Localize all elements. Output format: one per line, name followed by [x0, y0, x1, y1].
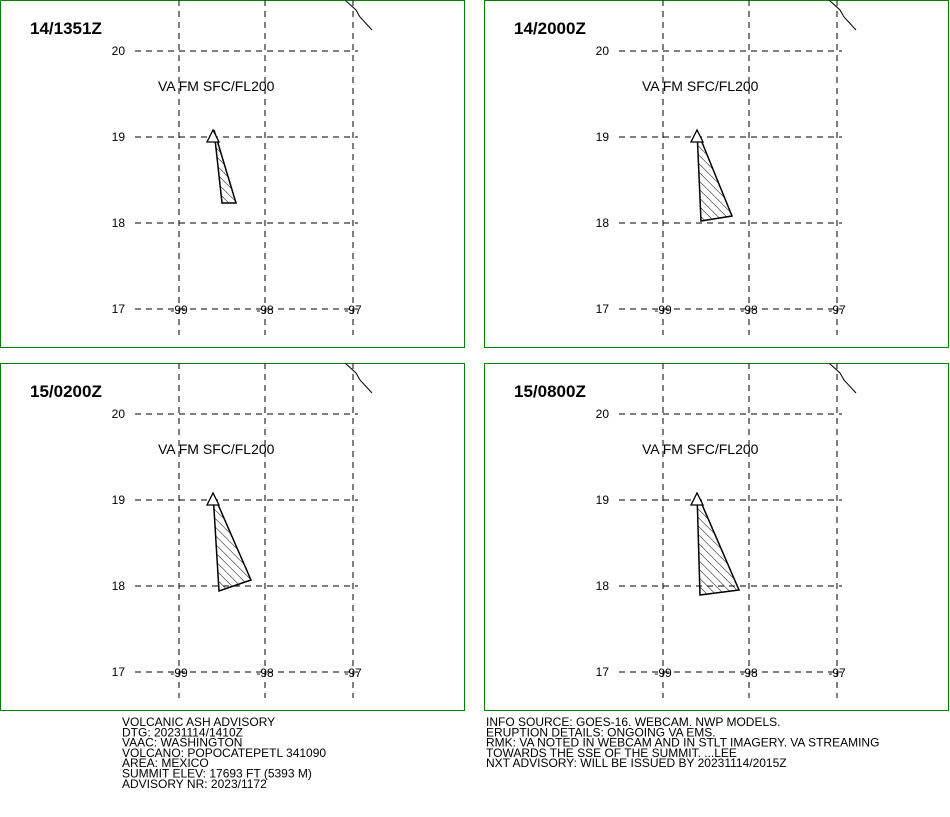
latitude-label: 17	[112, 665, 126, 679]
latitude-label: 20	[596, 407, 610, 421]
panel-border	[484, 363, 949, 711]
longitude-label: -99	[170, 666, 188, 680]
latitude-label: 17	[596, 665, 610, 679]
latitude-label: 20	[112, 407, 126, 421]
latitude-label: 19	[596, 130, 610, 144]
latitude-label: 18	[596, 579, 610, 593]
latitude-label: 19	[596, 493, 610, 507]
latitude-label: 20	[596, 44, 610, 58]
map-panel: 20 19 18 17 -99 -98 -97 14/1351Z VA FM SFC/FL200	[0, 0, 465, 348]
panel-border	[0, 0, 465, 348]
longitude-label: -99	[654, 303, 672, 317]
latitude-label: 17	[112, 302, 126, 316]
coastline	[828, 362, 857, 394]
valid-time: 14/2000Z	[514, 19, 586, 38]
advisory-line: RMK: VA NOTED IN WEBCAM AND IN STLT IMAG…	[486, 736, 879, 750]
advisory-line: VAAC: WASHINGTON	[122, 736, 242, 750]
layer-label: VA FM SFC/FL200	[158, 78, 275, 94]
volcano-symbol	[689, 128, 705, 143]
valid-time: 15/0200Z	[30, 382, 102, 401]
volcano-symbol	[205, 491, 221, 506]
map-panel: 20 19 18 17 -99 -98 -97 15/0800Z VA FM SFC/FL200	[484, 362, 949, 711]
advisory-line: DTG: 20231114/1410Z	[122, 725, 243, 739]
panel-border	[0, 363, 465, 711]
coastline	[344, 0, 373, 31]
longitude-label: -97	[344, 303, 362, 317]
latitude-label: 19	[112, 130, 126, 144]
layer-label: VA FM SFC/FL200	[642, 441, 759, 457]
ash-area	[696, 492, 741, 596]
latitude-label: 20	[112, 44, 126, 58]
latitude-label: 18	[596, 216, 610, 230]
panel-border	[484, 0, 949, 348]
longitude-label: -99	[170, 303, 188, 317]
longitude-label: -97	[344, 666, 362, 680]
layer-label: VA FM SFC/FL200	[642, 78, 759, 94]
longitude-label: -97	[828, 666, 846, 680]
longitude-label: -98	[740, 303, 758, 317]
longitude-label: -98	[256, 303, 274, 317]
valid-time: 15/0800Z	[514, 382, 586, 401]
latitude-label: 18	[112, 579, 126, 593]
longitude-label: -97	[828, 303, 846, 317]
ash-area	[213, 129, 238, 204]
longitude-label: -98	[740, 666, 758, 680]
longitude-label: -99	[654, 666, 672, 680]
advisory-line: VOLCANIC ASH ADVISORY	[122, 715, 275, 729]
coastline	[828, 0, 857, 31]
volcano-symbol	[205, 128, 221, 143]
ash-area	[212, 492, 253, 593]
ash-area	[696, 129, 734, 222]
coastline	[344, 362, 373, 394]
advisory-line: INFO SOURCE: GOES-16. WEBCAM. NWP MODELS…	[486, 715, 781, 729]
advisory-line: AREA: MEXICO	[122, 756, 209, 770]
longitude-label: -98	[256, 666, 274, 680]
valid-time: 14/1351Z	[30, 19, 102, 38]
latitude-label: 19	[112, 493, 126, 507]
advisory-line: SUMMIT ELEV: 17693 FT (5393 M)	[122, 767, 312, 781]
advisory-line: ERUPTION DETAILS: ONGOING VA EMS.	[486, 725, 716, 739]
volcano-symbol	[689, 491, 705, 506]
latitude-label: 17	[596, 302, 610, 316]
advisory-line: NXT ADVISORY: WILL BE ISSUED BY 20231114…	[486, 756, 787, 770]
map-panel: 20 19 18 17 -99 -98 -97 15/0200Z VA FM SFC/FL200	[0, 362, 465, 711]
advisory-line: TOWARDS THE SSE OF THE SUMMIT. ...LEE	[486, 746, 737, 760]
advisory-line: VOLCANO: POPOCATEPETL 341090	[122, 746, 326, 760]
advisory-line: ADVISORY NR: 2023/1172	[122, 777, 267, 791]
map-panel: 20 19 18 17 -99 -98 -97 14/2000Z VA FM SFC/FL200	[484, 0, 949, 348]
layer-label: VA FM SFC/FL200	[158, 441, 275, 457]
latitude-label: 18	[112, 216, 126, 230]
